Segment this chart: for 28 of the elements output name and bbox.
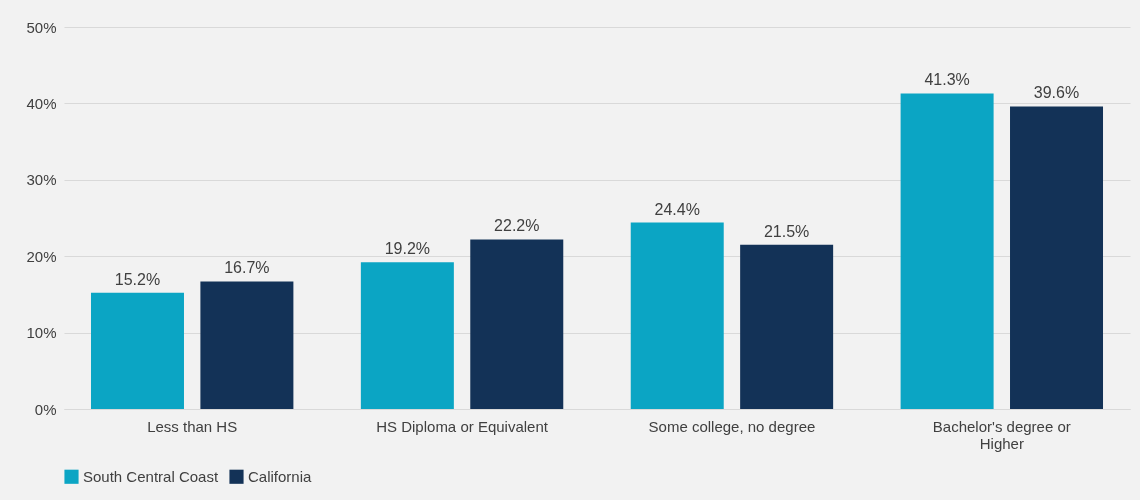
bar [360, 262, 454, 409]
data-label: 16.7% [224, 259, 270, 277]
x-tick-label: Bachelor's degree or Higher [932, 417, 1071, 452]
bar [740, 244, 834, 409]
data-label: 21.5% [763, 222, 810, 240]
bar [1010, 106, 1104, 409]
x-tick-label: Less than HS [147, 417, 238, 435]
y-tick-label: 0% [34, 400, 57, 418]
bar [630, 222, 724, 409]
legend-label: California [248, 467, 313, 485]
legend-label: South Central Coast [83, 467, 219, 485]
x-tick-label: Some college, no degree [648, 417, 816, 435]
bar [900, 93, 994, 409]
bar [90, 292, 184, 409]
y-tick-label: 10% [26, 324, 57, 342]
data-label: 41.3% [924, 71, 970, 89]
y-tick-label: 20% [26, 247, 57, 265]
data-label: 24.4% [654, 200, 700, 218]
x-tick-label: HS Diploma or Equivalent [376, 417, 549, 435]
bar [200, 281, 294, 409]
data-label: 22.2% [494, 217, 540, 235]
y-tick-label: 50% [26, 18, 57, 36]
y-tick-label: 30% [26, 171, 57, 189]
data-label: 15.2% [114, 270, 161, 288]
data-label: 39.6% [1033, 84, 1080, 102]
y-tick-label: 40% [26, 94, 57, 112]
bar [470, 239, 564, 409]
data-label: 19.2% [384, 240, 431, 258]
